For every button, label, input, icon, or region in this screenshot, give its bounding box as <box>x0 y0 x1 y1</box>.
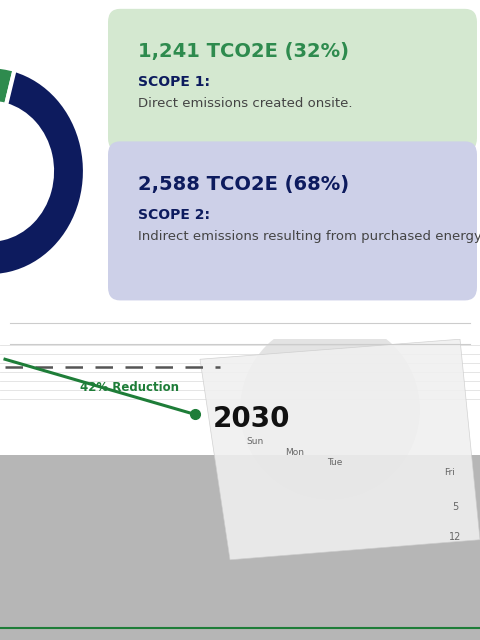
Text: 2,588 TCO2E (68%): 2,588 TCO2E (68%) <box>138 175 349 193</box>
Circle shape <box>0 102 52 239</box>
Text: Sun: Sun <box>246 438 264 447</box>
Text: 42% Reduction: 42% Reduction <box>80 381 179 394</box>
FancyBboxPatch shape <box>0 454 480 640</box>
FancyBboxPatch shape <box>108 141 477 300</box>
Polygon shape <box>200 339 480 560</box>
Wedge shape <box>0 67 14 190</box>
Text: Fri: Fri <box>444 468 456 477</box>
Circle shape <box>240 319 420 500</box>
Text: Tue: Tue <box>327 458 343 467</box>
FancyBboxPatch shape <box>108 9 477 151</box>
Text: Mon: Mon <box>286 447 304 456</box>
Text: 2030: 2030 <box>213 405 290 433</box>
Text: SCOPE 1:: SCOPE 1: <box>138 75 210 89</box>
Wedge shape <box>0 70 85 276</box>
Text: 12: 12 <box>449 532 461 541</box>
Text: 1,241 TCO2E (32%): 1,241 TCO2E (32%) <box>138 42 349 61</box>
Text: Direct emissions created onsite.: Direct emissions created onsite. <box>138 97 352 110</box>
Text: Indirect emissions resulting from purchased energy.: Indirect emissions resulting from purcha… <box>138 230 480 243</box>
Text: SCOPE 2:: SCOPE 2: <box>138 207 210 221</box>
Text: 5: 5 <box>452 502 458 511</box>
